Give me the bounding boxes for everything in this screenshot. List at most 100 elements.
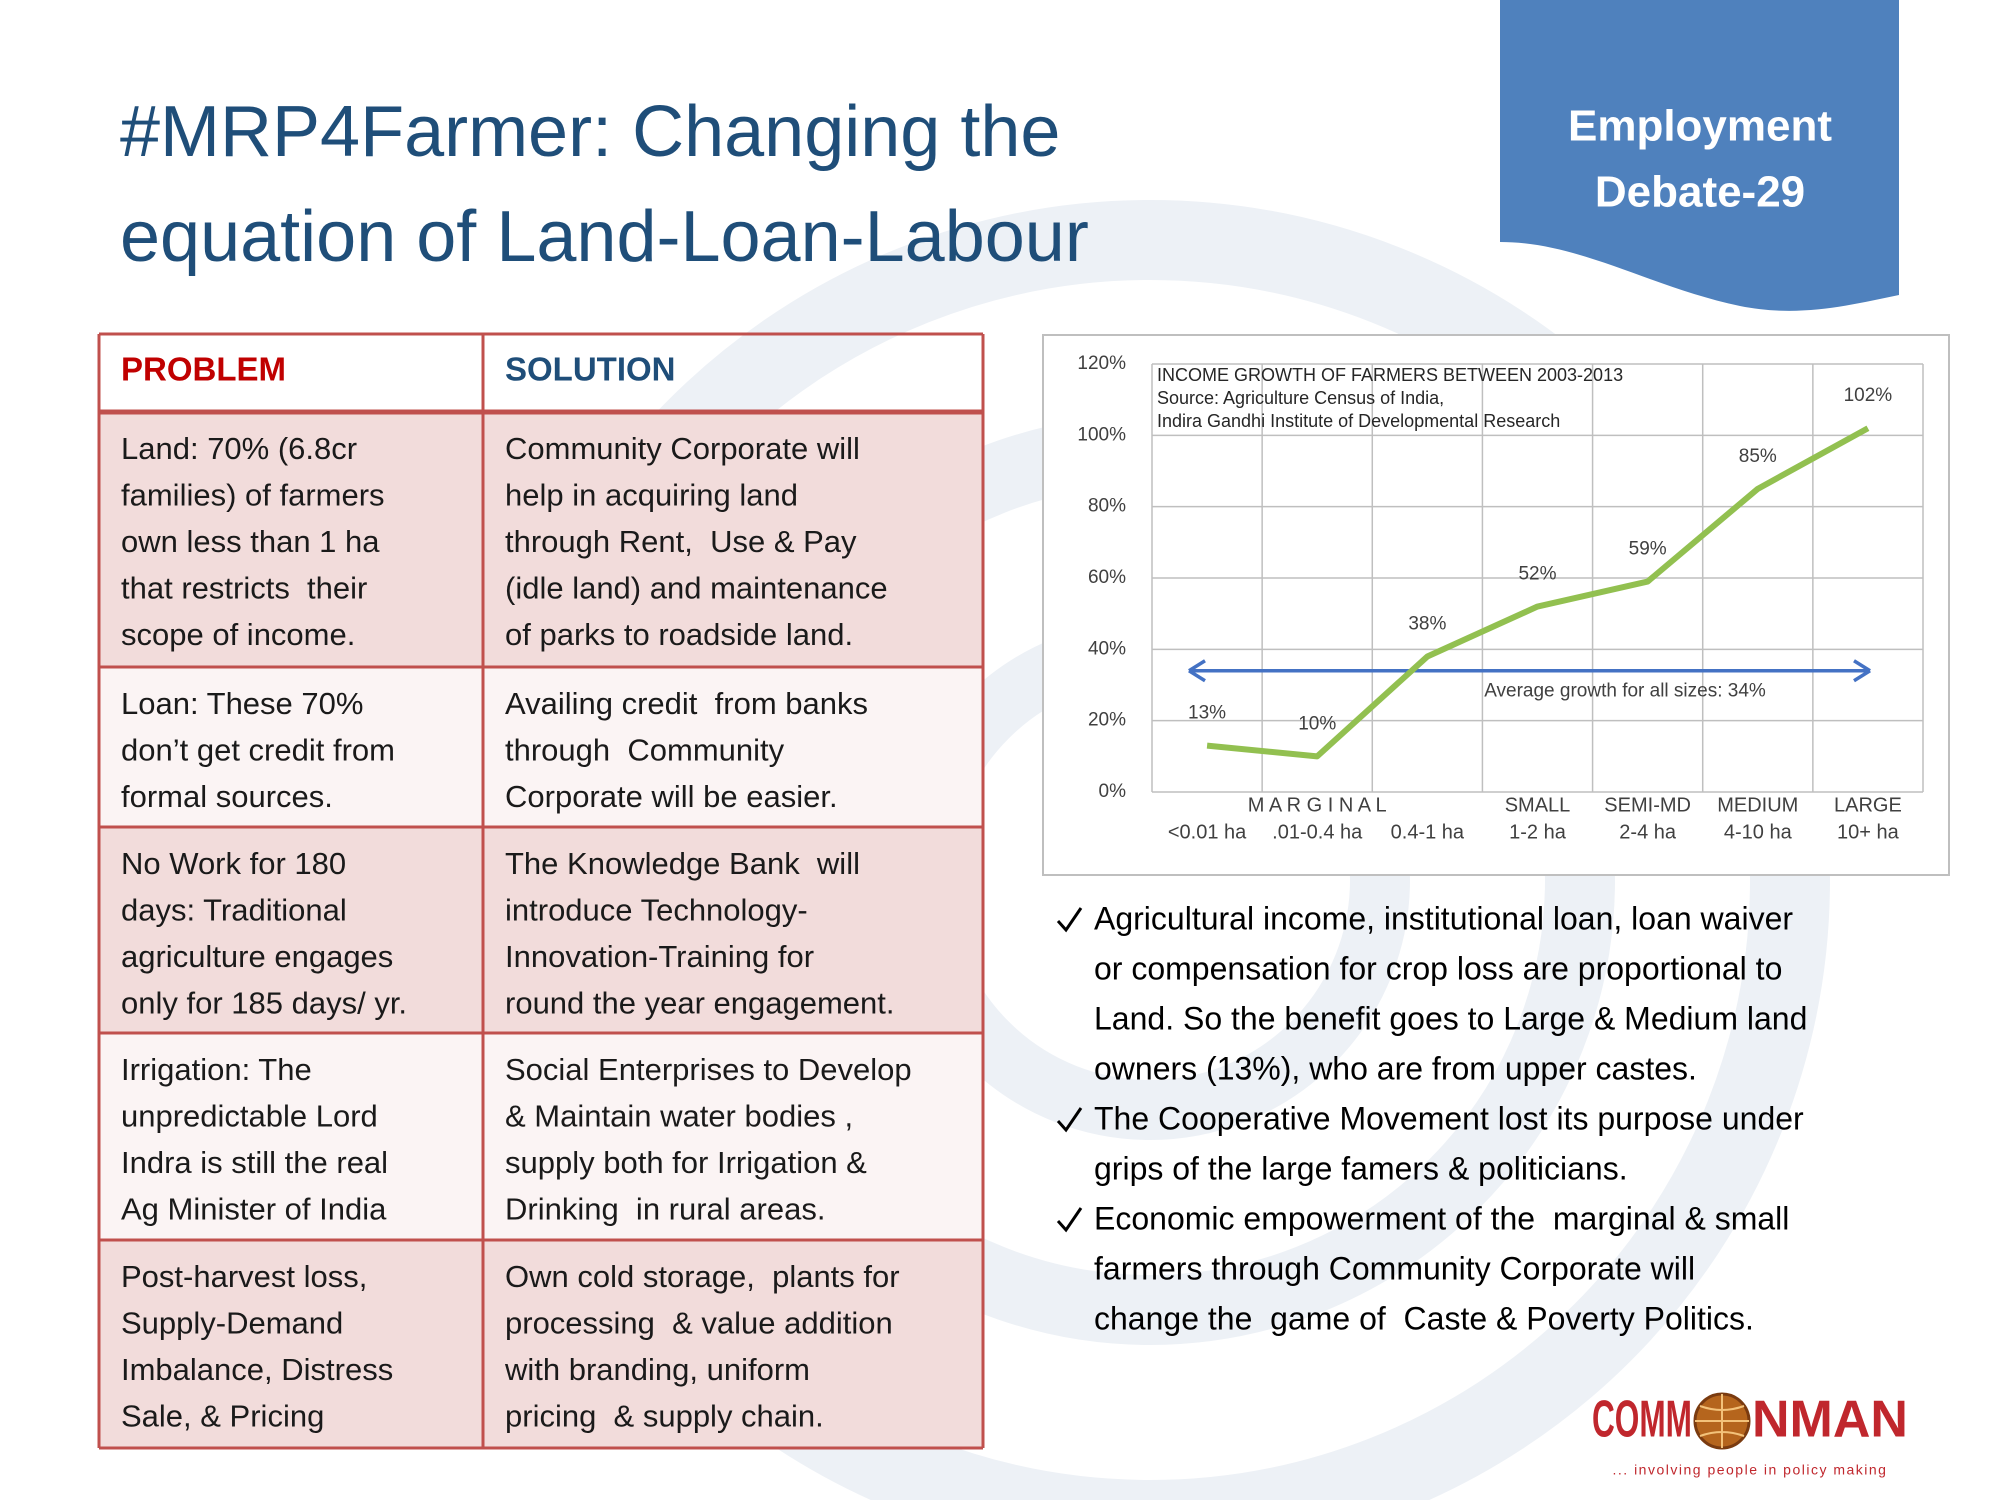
chart-title: INCOME GROWTH OF FARMERS BETWEEN 2003-20… xyxy=(1157,365,1623,385)
table-cell-line: don’t get credit from xyxy=(121,733,395,768)
table-cell-line: through Community xyxy=(505,733,785,768)
table-cell-line: formal sources. xyxy=(121,779,333,814)
title: equation of Land-Loan-Labour xyxy=(120,197,1089,277)
table-cell-line: Loan: These 70% xyxy=(121,686,363,721)
table-cell-line: Sale, & Pricing xyxy=(121,1399,324,1434)
table-cell-line: round the year engagement. xyxy=(505,986,895,1021)
y-tick-label: 40% xyxy=(1088,638,1126,659)
value-label: 85% xyxy=(1739,446,1777,467)
table-cell-line: days: Traditional xyxy=(121,893,347,928)
x-group-label: LARGE xyxy=(1834,794,1902,816)
y-tick-label: 20% xyxy=(1088,710,1126,731)
y-tick-label: 80% xyxy=(1088,496,1126,517)
x-tick-label: 1-2 ha xyxy=(1509,821,1567,843)
chart-title: Source: Agriculture Census of India, xyxy=(1157,388,1444,408)
bullet-line: The Cooperative Movement lost its purpos… xyxy=(1094,1100,1804,1136)
bullet-line: Economic empowerment of the marginal & s… xyxy=(1094,1200,1789,1236)
table-cell-line: of parks to roadside land. xyxy=(505,617,853,652)
bullet-line: farmers through Community Corporate will xyxy=(1094,1250,1695,1286)
x-tick-label: 10+ ha xyxy=(1837,821,1900,843)
table-cell-line: Innovation-Training for xyxy=(505,939,814,974)
x-tick-label: .01-0.4 ha xyxy=(1272,821,1363,843)
table-header: PROBLEM xyxy=(121,351,286,388)
table-cell-line: unpredictable Lord xyxy=(121,1099,378,1134)
table-cell-line: supply both for Irrigation & xyxy=(505,1145,867,1180)
table-cell-line: introduce Technology- xyxy=(505,893,808,928)
table-cell-line: through Rent, Use & Pay xyxy=(505,524,857,559)
check-icon xyxy=(1056,1207,1083,1233)
check-icon xyxy=(1056,907,1083,933)
value-label: 102% xyxy=(1844,385,1893,406)
table-row-bg xyxy=(99,1240,983,1448)
value-label: 59% xyxy=(1629,539,1667,560)
table-row-bg xyxy=(99,412,983,667)
table-cell-line: The Knowledge Bank will xyxy=(505,846,860,881)
table-row-bg xyxy=(99,667,983,827)
x-tick-label: 2-4 ha xyxy=(1619,821,1677,843)
value-label: 13% xyxy=(1188,703,1226,724)
table-cell-line: & Maintain water bodies , xyxy=(505,1099,853,1134)
x-group-label: M A R G I N A L xyxy=(1248,794,1387,816)
table-cell-line: scope of income. xyxy=(121,617,355,652)
badge-text: Employment xyxy=(1568,102,1832,151)
table-cell-line: with branding, uniform xyxy=(504,1352,810,1387)
bullet-line: Agricultural income, institutional loan,… xyxy=(1094,900,1793,936)
bullet-line: owners (13%), who are from upper castes. xyxy=(1094,1050,1697,1086)
table-cell-line: Availing credit from banks xyxy=(505,686,868,721)
table-cell-line: pricing & supply chain. xyxy=(505,1399,824,1434)
table-cell-line: Ag Minister of India xyxy=(121,1192,387,1227)
table-cell-line: Social Enterprises to Develop xyxy=(505,1052,912,1087)
table-cell-line: Imbalance, Distress xyxy=(121,1352,393,1387)
table-cell-line: that restricts their xyxy=(121,571,367,606)
data-line xyxy=(1206,425,1870,760)
bullet-line: Land. So the benefit goes to Large & Med… xyxy=(1094,1000,1807,1036)
x-tick-label: <0.01 ha xyxy=(1168,821,1247,843)
y-tick-label: 0% xyxy=(1099,781,1127,802)
logo-globe-lines xyxy=(1695,1394,1749,1448)
table-cell-line: Indra is still the real xyxy=(121,1145,388,1180)
chart-title: Indira Gandhi Institute of Developmental… xyxy=(1157,411,1560,431)
table-cell-line: No Work for 180 xyxy=(121,846,346,881)
table-cell-line: only for 185 days/ yr. xyxy=(121,986,407,1021)
table-cell-line: (idle land) and maintenance xyxy=(505,571,888,606)
table-cell-line: families) of farmers xyxy=(121,478,385,513)
average-arrowhead xyxy=(1188,659,1871,683)
chart-frame xyxy=(1042,334,1950,876)
bullet-line: or compensation for crop loss are propor… xyxy=(1094,950,1782,986)
badge-text: Debate-29 xyxy=(1595,168,1805,217)
table-cell-line: Post-harvest loss, xyxy=(121,1259,367,1294)
logo-text: COMM xyxy=(1592,1391,1692,1449)
table-cell-line: Corporate will be easier. xyxy=(505,779,838,814)
table-cell-line: Supply-Demand xyxy=(121,1306,343,1341)
value-label: 10% xyxy=(1298,713,1336,734)
logo xyxy=(1693,1392,1751,1450)
y-tick-label: 120% xyxy=(1077,353,1126,374)
x-tick-label: 4-10 ha xyxy=(1724,821,1793,843)
table-cell-line: processing & value addition xyxy=(505,1306,893,1341)
table-row-bg xyxy=(99,827,983,1033)
bullet-line: change the game of Caste & Poverty Polit… xyxy=(1094,1300,1754,1336)
title: #MRP4Farmer: Changing the xyxy=(120,92,1060,172)
table-cell-line: help in acquiring land xyxy=(505,478,798,513)
y-tick-label: 100% xyxy=(1077,424,1126,445)
x-tick-label: 0.4-1 ha xyxy=(1391,821,1465,843)
x-group-label: MEDIUM xyxy=(1717,794,1798,816)
logo-text: NMAN xyxy=(1752,1391,1908,1449)
table-cell-line: Drinking in rural areas. xyxy=(505,1192,825,1227)
check-icon xyxy=(1056,1107,1083,1133)
table-cell-line: agriculture engages xyxy=(121,939,393,974)
table-cell-line: own less than 1 ha xyxy=(121,524,380,559)
x-group-label: SMALL xyxy=(1505,794,1571,816)
bullet-line: grips of the large famers & politicians. xyxy=(1094,1150,1628,1186)
value-label: 52% xyxy=(1518,564,1556,585)
table-cell-line: Irrigation: The xyxy=(121,1052,312,1087)
value-label: 38% xyxy=(1408,613,1446,634)
table-header: SOLUTION xyxy=(505,351,676,388)
table-row-bg xyxy=(99,1033,983,1240)
y-tick-label: 60% xyxy=(1088,567,1126,588)
table-cell-line: Own cold storage, plants for xyxy=(505,1259,900,1294)
x-group-label: SEMI-MD xyxy=(1604,794,1691,816)
badge xyxy=(1500,0,1899,311)
